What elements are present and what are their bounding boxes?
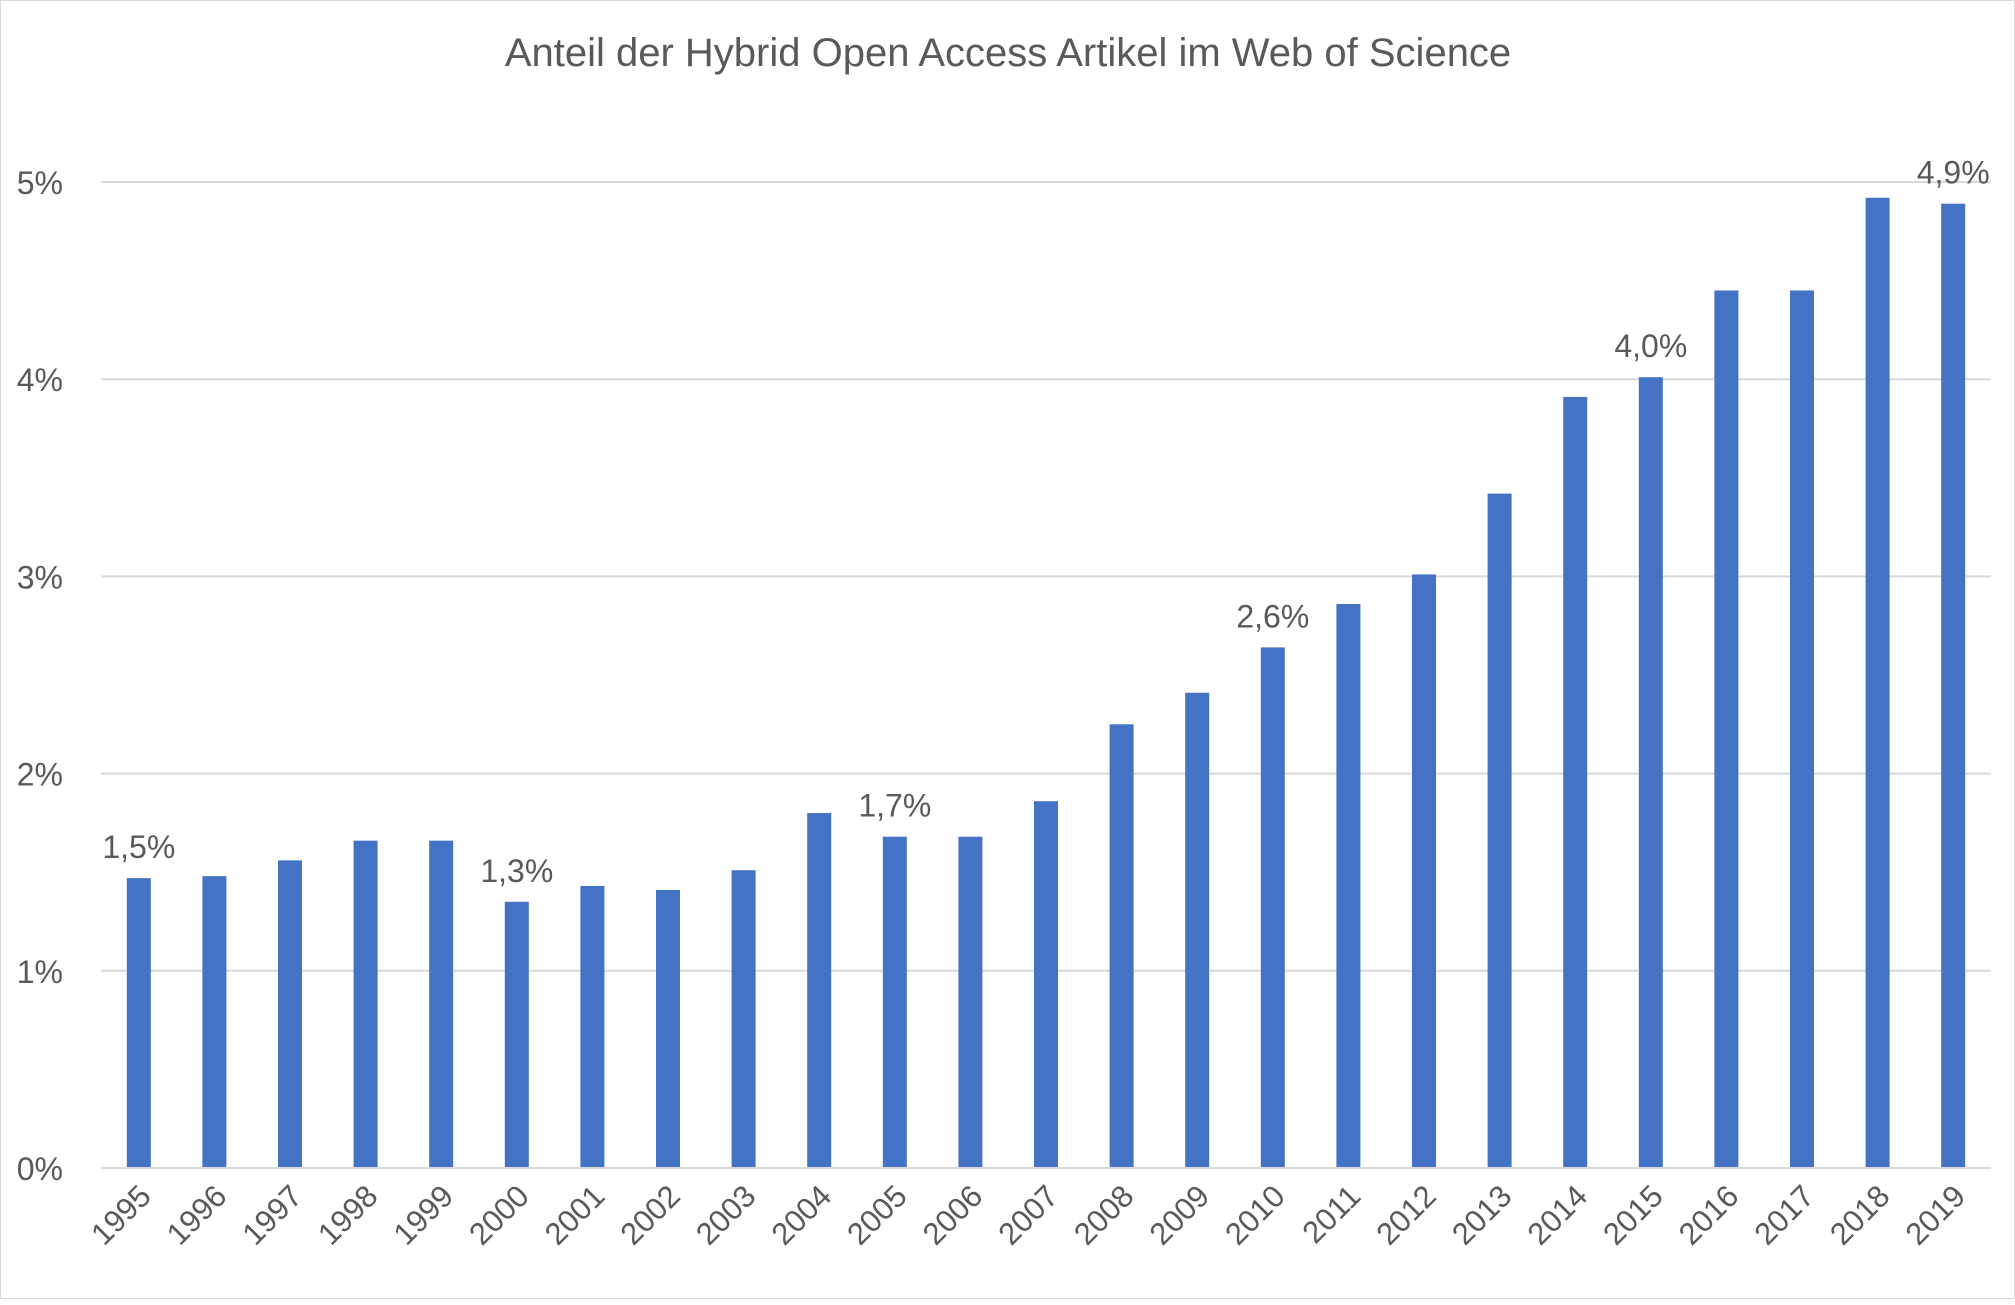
x-tick-label: 2002 [613, 1178, 687, 1252]
bar [1941, 203, 1966, 1168]
chart-title: Anteil der Hybrid Open Access Artikel im… [505, 31, 1511, 75]
data-label: 4,9% [1917, 155, 1990, 191]
bar [353, 840, 378, 1168]
y-tick-label: 2% [17, 757, 63, 793]
bar [429, 840, 454, 1168]
x-tick-label: 1998 [311, 1178, 385, 1252]
bar [731, 870, 756, 1168]
x-tick-label: 2001 [538, 1178, 612, 1252]
x-tick-label: 2008 [1067, 1178, 1141, 1252]
bar [202, 876, 227, 1168]
y-tick-label: 5% [17, 165, 63, 201]
bar [1336, 604, 1361, 1168]
x-tick-label: 2015 [1596, 1178, 1670, 1252]
bar [1638, 377, 1663, 1168]
y-tick-label: 3% [17, 559, 63, 595]
bar [1412, 574, 1436, 1168]
x-tick-label: 2013 [1445, 1178, 1519, 1252]
x-tick-label: 2009 [1143, 1178, 1217, 1252]
data-label: 4,0% [1614, 328, 1687, 364]
x-tick-label: 1996 [160, 1178, 234, 1252]
y-axis-tick-labels: 0% 1% 2% 3% 4% 5% [17, 165, 63, 1187]
x-tick-label: 2019 [1899, 1178, 1973, 1252]
bar [1034, 801, 1058, 1168]
bar [1865, 197, 1890, 1168]
bar [807, 813, 832, 1168]
x-tick-label: 1997 [235, 1178, 309, 1252]
bar [278, 860, 302, 1168]
bar [1714, 290, 1739, 1169]
y-tick-label: 1% [17, 954, 63, 990]
bar [1563, 396, 1588, 1168]
y-tick-label: 0% [17, 1151, 63, 1187]
x-tick-label: 2005 [840, 1178, 914, 1252]
bar [958, 836, 983, 1168]
bars [126, 197, 1966, 1169]
bar [1790, 290, 1814, 1169]
bar [656, 889, 680, 1168]
x-tick-label: 2014 [1521, 1178, 1595, 1252]
x-tick-label: 2018 [1823, 1178, 1897, 1252]
x-tick-label: 2000 [462, 1178, 536, 1252]
x-axis-tick-labels: 1995 1996 1997 1998 1999 2000 2001 2002 2003 2004… [84, 1178, 1972, 1252]
x-tick-label: 2004 [765, 1178, 839, 1252]
data-label: 1,7% [858, 788, 931, 824]
x-tick-label: 1999 [387, 1178, 461, 1252]
bar [126, 878, 151, 1168]
data-labels: 1,5% 1,3% 1,7% 2,6% 4,0% 4,9% [102, 155, 1989, 889]
data-label: 2,6% [1236, 598, 1309, 634]
x-tick-label: 2017 [1747, 1178, 1821, 1252]
data-label: 1,5% [102, 829, 175, 865]
x-tick-label: 2007 [991, 1178, 1065, 1252]
bar [1260, 647, 1285, 1168]
bar [1185, 692, 1210, 1168]
bar [1487, 493, 1512, 1168]
x-tick-label: 2006 [916, 1178, 990, 1252]
bar [1109, 724, 1134, 1168]
bar [504, 901, 529, 1168]
bar [580, 886, 605, 1168]
data-label: 1,3% [480, 853, 553, 889]
x-tick-label: 2016 [1672, 1178, 1746, 1252]
x-tick-label: 2012 [1369, 1178, 1443, 1252]
x-tick-label: 2010 [1218, 1178, 1292, 1252]
x-tick-label: 1995 [84, 1178, 158, 1252]
x-tick-label: 2003 [689, 1178, 763, 1252]
y-tick-label: 4% [17, 362, 63, 398]
gridlines [101, 181, 1991, 972]
x-tick-label: 2011 [1295, 1178, 1367, 1250]
bar [882, 836, 907, 1168]
